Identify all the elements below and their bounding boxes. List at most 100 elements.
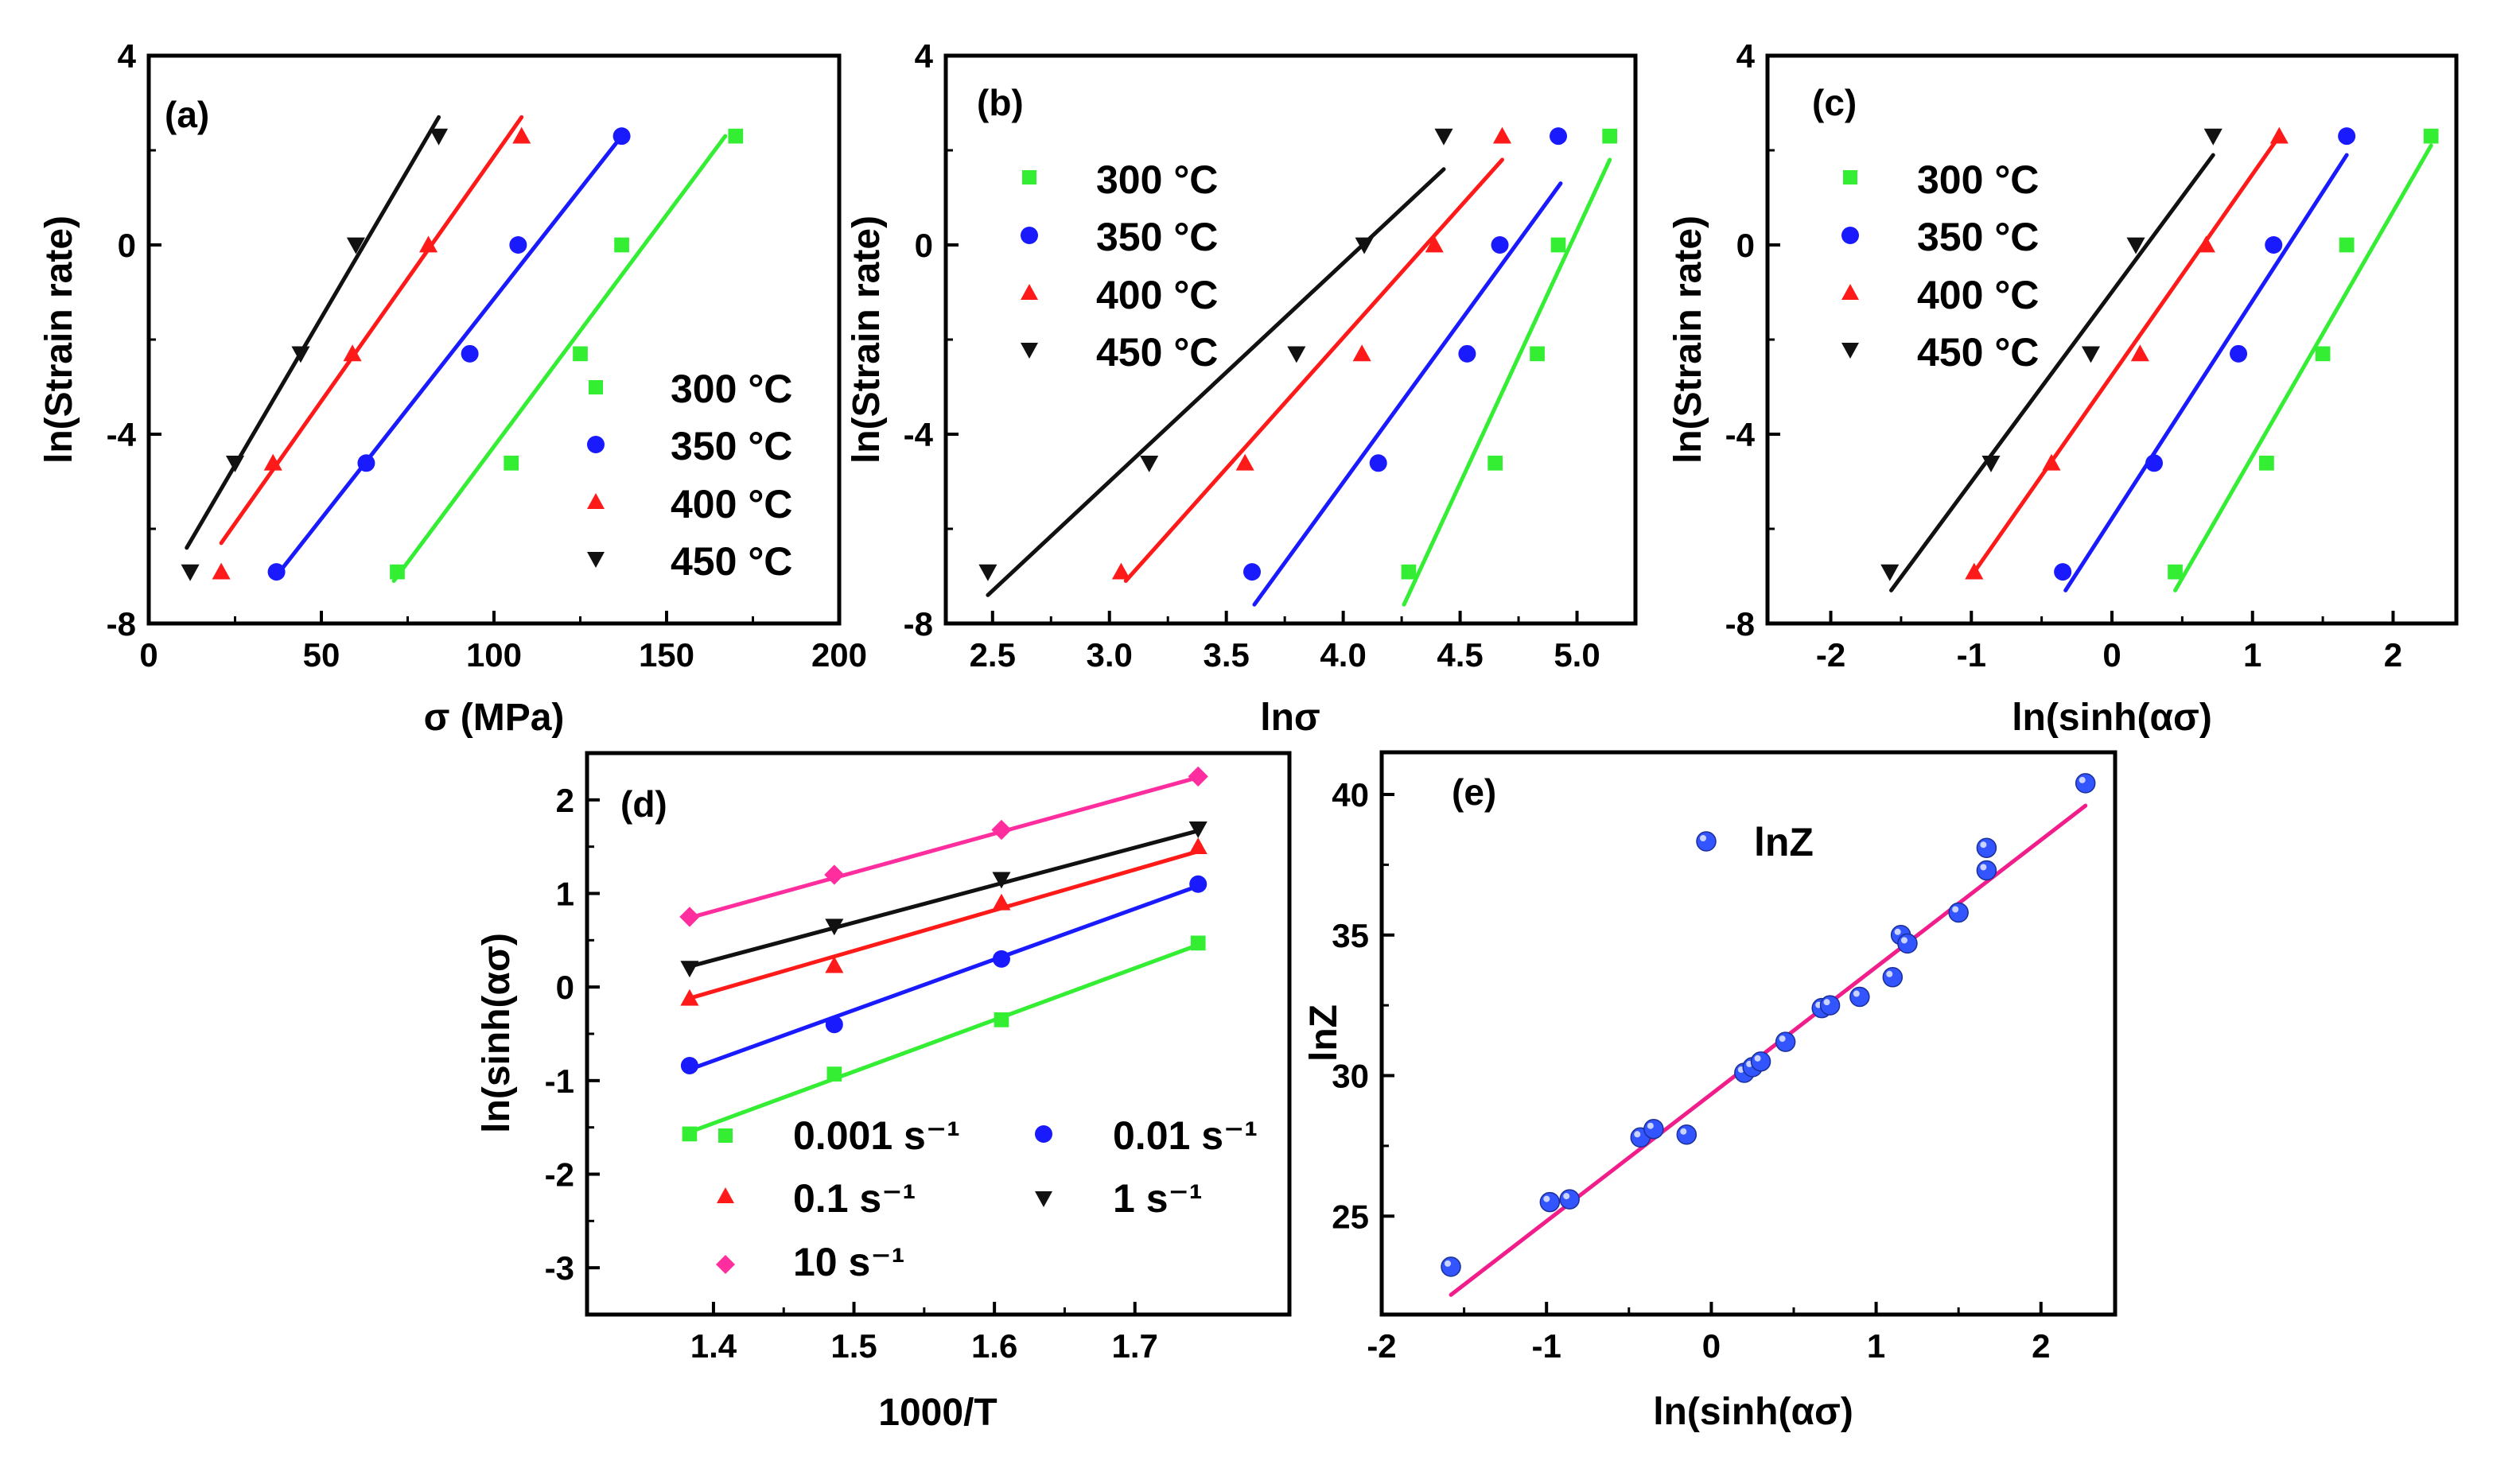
fit-line — [687, 942, 1200, 1135]
data-point-highlight — [1980, 841, 1987, 849]
y-tick-label: -2 — [545, 1156, 574, 1194]
data-point-circle — [2265, 236, 2283, 254]
data-point-triangle-up — [2130, 344, 2149, 362]
data-point-triangle-down — [825, 919, 844, 936]
y-axis-label: ln(Strain rate) — [846, 216, 888, 464]
data-point-triangle-up — [2196, 235, 2215, 253]
data-point-triangle-down — [291, 346, 310, 363]
x-tick-label: 5.0 — [1554, 636, 1600, 674]
y-tick-label: 0 — [118, 227, 136, 264]
data-point-highlight — [1543, 1195, 1550, 1202]
data-point-triangle-down — [680, 961, 699, 978]
data-point-triangle-up — [263, 453, 282, 471]
legend: 0.001 s⁻¹ 0.01 s⁻¹ 0.1 s⁻¹ 1 s⁻¹ 10 s⁻¹ — [716, 1113, 1258, 1284]
x-tick-label: 2 — [2032, 1327, 2050, 1365]
legend: 300 °C 350 °C 400 °C 450 °C — [1021, 157, 1218, 375]
data-point-sphere — [1676, 1124, 1698, 1145]
data-point-triangle-down — [181, 564, 200, 581]
x-tick-label: -1 — [1532, 1327, 1561, 1365]
legend-marker-diamond — [716, 1255, 735, 1274]
tick-marks — [587, 798, 1137, 1315]
legend-label: 450 °C — [1917, 330, 2039, 375]
y-tick-label: 0 — [915, 227, 933, 264]
legend-marker-sphere — [1696, 831, 1717, 852]
data-point-square — [2423, 128, 2439, 144]
x-tick-label: 3.5 — [1203, 636, 1249, 674]
data-point-circle — [2054, 563, 2072, 581]
data-point-square — [390, 564, 405, 580]
data-point-circle — [509, 236, 527, 254]
legend-marker-triangle-up — [1021, 284, 1038, 300]
data-point-highlight — [1980, 864, 1987, 871]
tick-labels: 2.5 3.0 3.5 4.0 4.5 5.0 -8 -4 0 4 — [904, 37, 1600, 674]
data-point-sphere — [1750, 1051, 1771, 1072]
x-tick-label: 0 — [139, 636, 158, 674]
data-point-triangle-up — [418, 235, 438, 253]
data-point-highlight — [1886, 970, 1893, 977]
data-point-triangle-up — [1965, 562, 1984, 580]
x-axis-label: 1000/T — [878, 1392, 997, 1434]
y-tick-label: 2 — [556, 782, 574, 819]
data-point-sphere — [1819, 995, 1841, 1016]
legend: 300 °C 350 °C 400 °C 450 °C — [587, 367, 792, 584]
data-points — [1441, 773, 2096, 1277]
fit-line — [1252, 181, 1563, 607]
data-points — [1880, 126, 2439, 581]
x-tick-label: 0 — [1702, 1327, 1721, 1365]
legend-marker-triangle-down — [1021, 343, 1038, 359]
data-point-square — [728, 128, 744, 144]
data-point-triangle-up — [1492, 126, 1512, 144]
x-axis-label: lnσ — [1260, 697, 1320, 739]
data-point-circle — [1550, 127, 1568, 146]
y-tick-label: -1 — [545, 1062, 574, 1100]
data-point-circle — [1243, 563, 1262, 581]
legend-label: 350 °C — [1917, 215, 2039, 259]
data-point-triangle-up — [825, 956, 844, 973]
data-point-triangle-up — [2269, 126, 2289, 144]
x-tick-label: 1 — [2243, 636, 2261, 674]
fit-line — [1123, 157, 1504, 583]
data-point-triangle-down — [992, 872, 1011, 889]
x-tick-label: 4.0 — [1320, 636, 1366, 674]
fit-line — [687, 829, 1200, 969]
tick-labels: -2 -1 0 1 2 -8 -4 0 4 — [1725, 37, 2403, 674]
x-tick-label: -2 — [1816, 636, 1845, 674]
fit-line — [2063, 153, 2349, 592]
data-point-sphere — [1897, 933, 1918, 954]
tick-marks — [1768, 54, 2395, 625]
legend-marker-triangle-up — [717, 1187, 734, 1203]
data-point-highlight — [2079, 776, 2086, 783]
x-tick-label: 100 — [466, 636, 522, 674]
legend-label: 0.1 s⁻¹ — [793, 1176, 916, 1221]
y-tick-label: -8 — [904, 605, 933, 643]
data-point-diamond — [1188, 766, 1208, 787]
data-point-triangle-up — [1111, 562, 1130, 580]
tick-labels: -2 -1 0 1 2 25 30 35 40 — [1332, 776, 2050, 1365]
data-point-circle — [267, 563, 286, 581]
data-point-circle — [357, 454, 375, 472]
data-point-circle — [825, 1016, 843, 1034]
data-point-triangle-down — [978, 564, 998, 581]
x-tick-label: 1.4 — [690, 1327, 737, 1365]
y-tick-label: 30 — [1332, 1058, 1369, 1095]
data-point-sphere — [1441, 1256, 1461, 1277]
fit-line — [1402, 157, 1612, 607]
data-point-circle — [992, 950, 1010, 968]
legend-label: 300 °C — [1096, 157, 1218, 202]
fit-line — [1889, 153, 2215, 592]
panel-d: 1.4 1.5 1.6 1.7 -3 -2 -1 0 1 2 (d) 1000/T ln(sinh… — [476, 751, 1292, 1434]
data-point-circle — [2230, 344, 2248, 363]
data-point-highlight — [1754, 1054, 1761, 1062]
data-point-square — [1602, 128, 1618, 144]
data-point-triangle-down — [1287, 346, 1306, 363]
legend-label: 300 °C — [671, 367, 792, 411]
legend-label: 10 s⁻¹ — [793, 1240, 904, 1284]
data-point-triangle-down — [1355, 237, 1374, 254]
data-point-highlight — [1563, 1193, 1570, 1200]
panel-a: 0 50 100 150 200 -8 -4 0 4 (a) σ (MPa) ln(Strain… — [38, 37, 867, 739]
panel-b: 2.5 3.0 3.5 4.0 4.5 5.0 -8 -4 0 4 (b) lnσ ln(Stra… — [846, 37, 1638, 739]
y-tick-label: -4 — [107, 416, 137, 453]
data-point-triangle-up — [512, 126, 531, 144]
legend-marker-highlight — [1700, 835, 1706, 841]
